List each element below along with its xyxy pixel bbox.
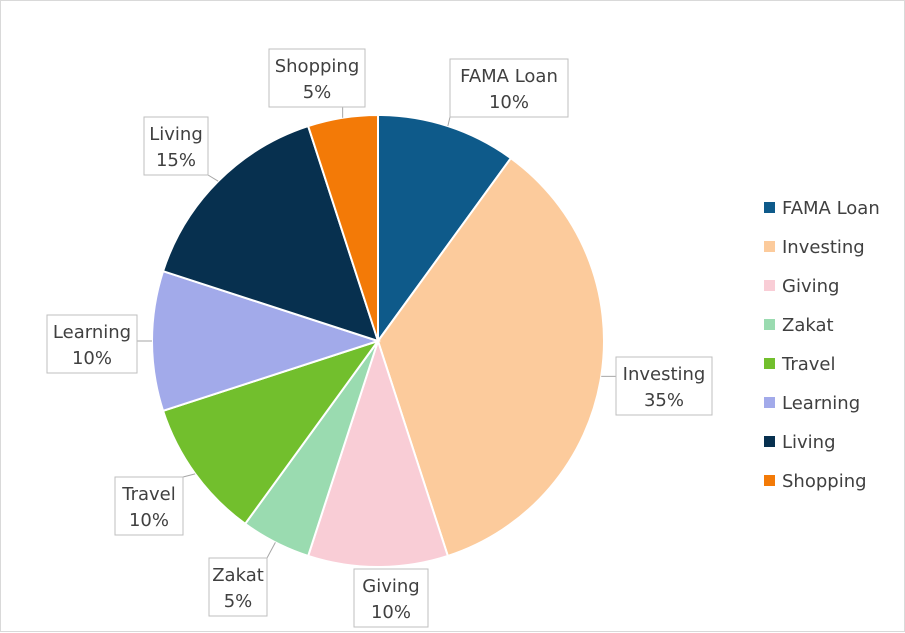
data-label-investing: Investing 35% bbox=[615, 356, 713, 416]
leader-line-travel bbox=[182, 473, 196, 478]
data-label-shopping: Shopping 5% bbox=[268, 48, 366, 108]
legend-label: Zakat bbox=[782, 315, 834, 336]
legend: FAMA Loan Investing Giving Zakat Travel Learn… bbox=[764, 198, 880, 492]
legend-item-zakat: Zakat bbox=[764, 315, 834, 336]
legend-swatch bbox=[764, 436, 775, 447]
legend-item-travel: Travel bbox=[764, 354, 836, 375]
legend-swatch bbox=[764, 241, 775, 252]
pie-slice-fama-loan bbox=[377, 113, 513, 345]
legend-swatch bbox=[764, 358, 775, 369]
legend-swatch bbox=[764, 397, 775, 408]
data-label-box bbox=[46, 314, 138, 374]
legend-item-living: Living bbox=[764, 432, 836, 453]
data-label-giving: Giving 10% bbox=[353, 568, 429, 628]
pie-slices bbox=[151, 113, 605, 568]
legend-label: Shopping bbox=[782, 471, 867, 492]
data-label-fama-loan: FAMA Loan 10% bbox=[449, 58, 569, 118]
data-label-box bbox=[268, 48, 366, 108]
data-label-category: Living bbox=[149, 124, 203, 145]
data-label-percent: 10% bbox=[72, 348, 112, 369]
legend-label: Giving bbox=[782, 276, 839, 297]
legend-swatch bbox=[764, 319, 775, 330]
legend-item-giving: Giving bbox=[764, 276, 839, 297]
legend-item-fama-loan: FAMA Loan bbox=[764, 198, 880, 219]
legend-label: Investing bbox=[782, 237, 865, 258]
data-label-category: Shopping bbox=[275, 56, 360, 77]
data-label-box bbox=[353, 568, 429, 628]
data-label-box bbox=[615, 356, 713, 416]
pie-slice-giving bbox=[306, 337, 450, 568]
data-label-category: FAMA Loan bbox=[460, 66, 558, 87]
leader-line-fama-loan bbox=[447, 116, 451, 127]
data-label-learning: Learning 10% bbox=[46, 314, 138, 374]
data-label-category: Zakat bbox=[212, 565, 264, 586]
legend-label: Living bbox=[782, 432, 836, 453]
legend-swatch bbox=[764, 202, 775, 213]
data-label-category: Travel bbox=[121, 484, 176, 505]
data-label-box bbox=[143, 116, 209, 176]
legend-item-investing: Investing bbox=[764, 237, 865, 258]
legend-label: Learning bbox=[782, 393, 860, 414]
legend-item-learning: Learning bbox=[764, 393, 860, 414]
data-label-percent: 10% bbox=[489, 92, 529, 113]
legend-swatch bbox=[764, 280, 775, 291]
data-label-category: Investing bbox=[623, 364, 706, 385]
legend-swatch bbox=[764, 475, 775, 486]
data-label-percent: 10% bbox=[371, 602, 411, 623]
leader-lines bbox=[137, 107, 616, 559]
data-label-percent: 10% bbox=[129, 510, 169, 531]
legend-label: FAMA Loan bbox=[782, 198, 880, 219]
data-label-percent: 5% bbox=[224, 591, 253, 612]
leader-line-zakat bbox=[266, 542, 276, 559]
data-label-box bbox=[449, 58, 569, 118]
pie-slice-travel bbox=[161, 339, 381, 526]
data-label-percent: 15% bbox=[156, 150, 196, 171]
legend-label: Travel bbox=[781, 354, 836, 375]
data-label-living: Living 15% bbox=[143, 116, 209, 176]
data-label-percent: 5% bbox=[303, 82, 332, 103]
data-label-zakat: Zakat 5% bbox=[208, 557, 268, 617]
data-label-travel: Travel 10% bbox=[114, 476, 184, 536]
legend-item-shopping: Shopping bbox=[764, 471, 867, 492]
data-label-box bbox=[208, 557, 268, 617]
data-label-percent: 35% bbox=[644, 390, 684, 411]
leader-line-living bbox=[207, 174, 219, 182]
data-labels: FAMA Loan 10% Investing 35% Giving 10% Zakat 5%… bbox=[46, 48, 713, 628]
data-label-category: Learning bbox=[53, 322, 131, 343]
data-label-category: Giving bbox=[362, 576, 419, 597]
data-label-box bbox=[114, 476, 184, 536]
